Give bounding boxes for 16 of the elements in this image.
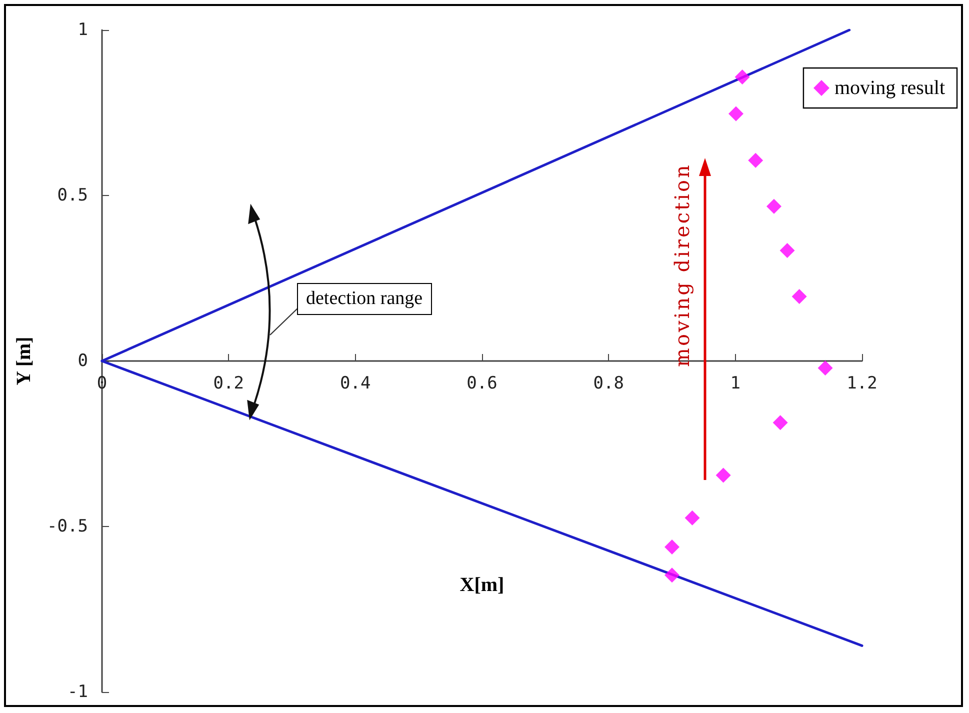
legend-label: moving result (834, 77, 946, 99)
y-tick-label: -1 (68, 682, 88, 702)
y-tick-label: 0.5 (57, 186, 88, 206)
y-axis-title: Y [m] (13, 336, 35, 386)
x-axis-title: X[m] (460, 574, 504, 596)
x-tick-label: 0.2 (213, 374, 244, 394)
annotation: moving direction (670, 163, 694, 367)
x-tick-label: 1.2 (846, 374, 878, 394)
x-tick-label: 1 (730, 374, 740, 394)
y-tick-label: 0 (78, 351, 88, 371)
annotation: detection range (297, 283, 432, 315)
x-tick-label: 0.8 (593, 374, 624, 394)
y-tick-label: 1 (78, 20, 88, 40)
y-tick-label: -0.5 (47, 516, 88, 536)
x-tick-label: 0.6 (466, 374, 498, 394)
x-tick-label: 0.4 (340, 374, 371, 394)
